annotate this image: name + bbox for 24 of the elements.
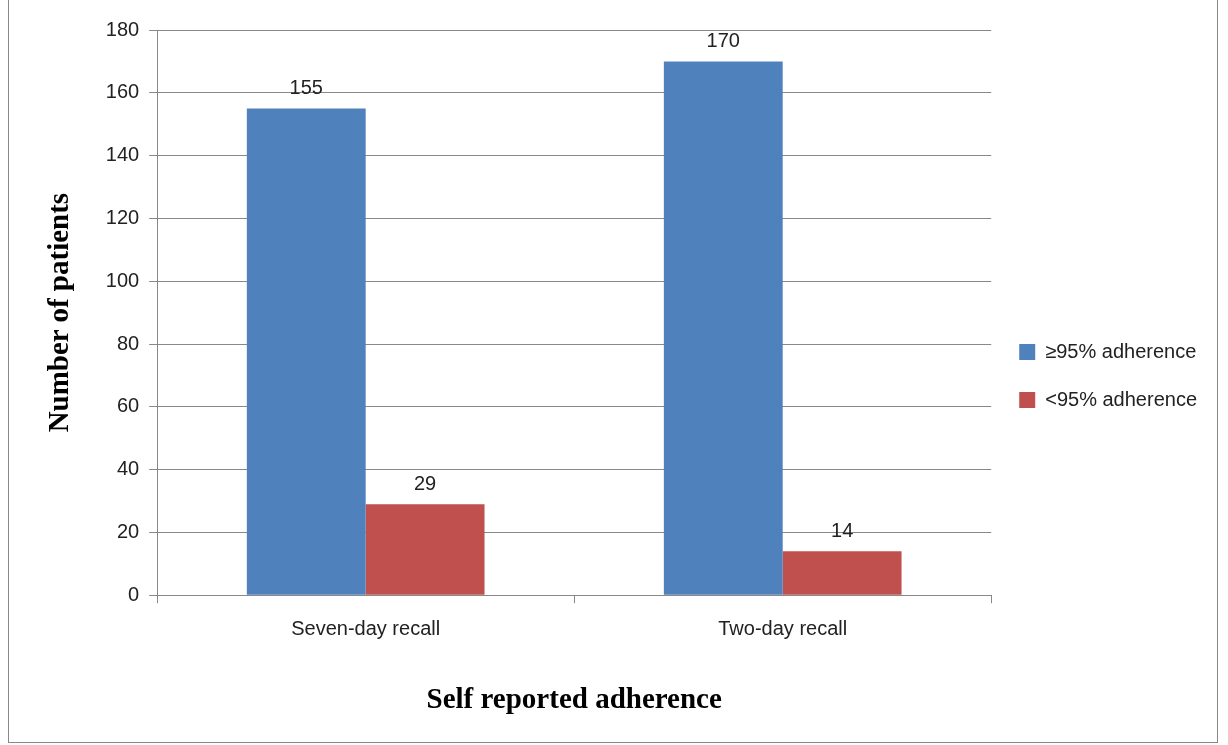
- x-tick-label: Two-day recall: [718, 616, 848, 639]
- y-tick-label: 160: [105, 80, 140, 103]
- y-tick-label: 0: [128, 582, 140, 605]
- data-label: 170: [706, 28, 740, 51]
- legend-label: ≥95% adherence: [1045, 339, 1197, 362]
- legend-label: <95% adherence: [1045, 387, 1198, 410]
- y-axis-title: Number of patients: [41, 192, 74, 433]
- y-tick-label: 60: [116, 394, 140, 417]
- x-axis-title: Self reported adherence: [426, 682, 722, 715]
- y-tick-label: 140: [105, 143, 140, 166]
- bar: [246, 108, 366, 595]
- y-tick-label: 80: [116, 331, 140, 354]
- y-tick-label: 40: [116, 457, 140, 480]
- data-label: 29: [413, 471, 437, 494]
- data-label: 14: [831, 518, 854, 541]
- bar: [365, 504, 485, 595]
- x-tick-label: Seven-day recall: [291, 616, 441, 639]
- data-label: 155: [289, 76, 323, 99]
- y-tick-label: 120: [105, 205, 140, 228]
- y-tick-label: 20: [116, 519, 140, 542]
- y-tick-label: 100: [105, 268, 140, 291]
- bar: [663, 61, 783, 595]
- y-tick-label: 180: [105, 17, 140, 40]
- bar: [782, 551, 902, 595]
